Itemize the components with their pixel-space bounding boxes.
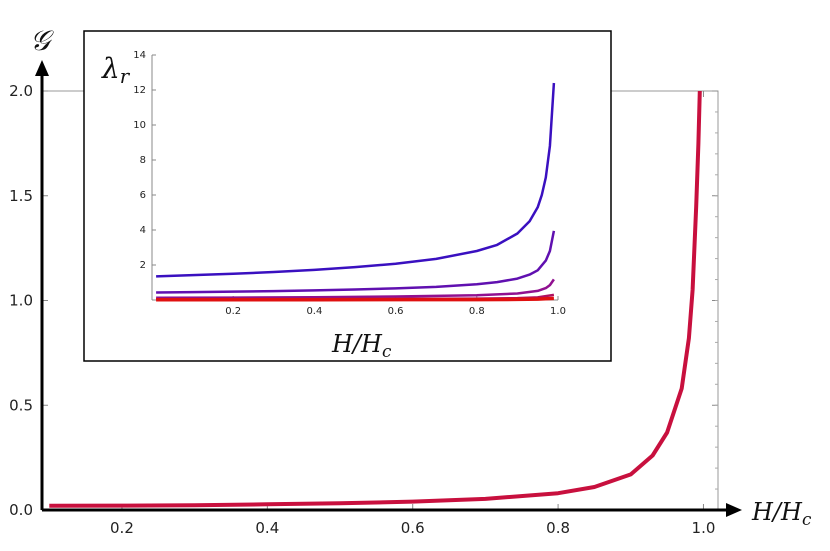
x-axis-arrowhead (726, 503, 742, 517)
inset-y-tick-label: 4 (140, 225, 146, 236)
inset-panel (83, 30, 612, 362)
y-tick-label: 1.5 (9, 187, 33, 205)
y-tick-label: 0.5 (9, 396, 33, 414)
inset-y-tick-label: 2 (140, 260, 146, 271)
inset-tick-labels: 0.2 0.4 0.6 0.8 1.0 2 4 6 8 10 12 14 (133, 50, 566, 317)
inset-x-tick-label: 0.6 (388, 306, 404, 317)
main-xlabel: H/Hc (751, 498, 812, 529)
inset-y-tick-label: 14 (133, 50, 146, 61)
inset-y-tick-label: 12 (133, 85, 146, 96)
y-tick-label: 1.0 (9, 292, 33, 310)
inset-xlabel: H/Hc (331, 330, 392, 361)
x-tick-label: 0.6 (401, 519, 425, 537)
inset-series-line-4 (156, 296, 554, 302)
inset-series (156, 82, 556, 302)
inset-y-tick-label: 10 (133, 120, 146, 131)
inset-y-tick-label: 6 (140, 190, 146, 201)
inset-x-tick-label: 0.4 (306, 306, 322, 317)
inset-y-tick-label: 8 (140, 155, 146, 166)
x-tick-label: 0.2 (110, 519, 134, 537)
main-tick-labels: 0.2 0.4 0.6 0.8 1.0 0.0 0.5 1.0 1.5 2.0 (9, 82, 715, 537)
y-axis-arrowhead (35, 60, 49, 76)
inset-x-tick-label: 0.2 (225, 306, 241, 317)
main-series (49, 90, 702, 508)
x-tick-label: 1.0 (692, 519, 716, 537)
x-tick-label: 0.8 (546, 519, 570, 537)
main-series-line-0 (49, 90, 702, 508)
inset-series-line-2 (156, 278, 555, 299)
inset-series-line-0 (156, 82, 556, 278)
y-tick-label: 2.0 (9, 82, 33, 100)
x-tick-label: 0.4 (255, 519, 279, 537)
main-ylabel: 𝒢 (30, 24, 54, 57)
y-tick-label: 0.0 (9, 501, 33, 519)
inset-x-tick-label: 1.0 (550, 306, 566, 317)
inset-x-tick-label: 0.8 (469, 306, 485, 317)
inset-series-line-1 (156, 230, 556, 294)
inset-ylabel: λr (101, 52, 131, 88)
